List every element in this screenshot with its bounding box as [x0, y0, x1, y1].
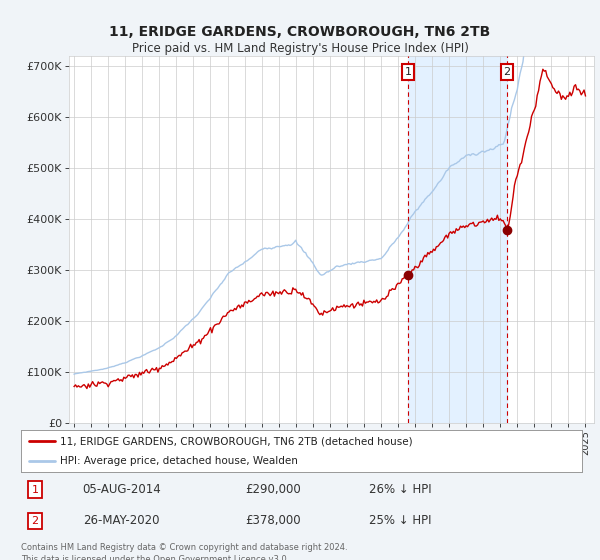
Text: 2: 2	[503, 67, 511, 77]
Text: 26-MAY-2020: 26-MAY-2020	[83, 515, 159, 528]
Text: Contains HM Land Registry data © Crown copyright and database right 2024.
This d: Contains HM Land Registry data © Crown c…	[21, 543, 347, 560]
Text: 25% ↓ HPI: 25% ↓ HPI	[369, 515, 431, 528]
Text: £290,000: £290,000	[245, 483, 301, 496]
Text: £378,000: £378,000	[245, 515, 301, 528]
Text: 26% ↓ HPI: 26% ↓ HPI	[369, 483, 431, 496]
Text: 2: 2	[31, 516, 38, 526]
Bar	[408, 56, 507, 423]
Text: 1: 1	[32, 484, 38, 494]
Text: HPI: Average price, detached house, Wealden: HPI: Average price, detached house, Weal…	[60, 456, 298, 466]
Text: 11, ERIDGE GARDENS, CROWBOROUGH, TN6 2TB: 11, ERIDGE GARDENS, CROWBOROUGH, TN6 2TB	[109, 25, 491, 39]
Text: 1: 1	[404, 67, 412, 77]
Text: 05-AUG-2014: 05-AUG-2014	[83, 483, 161, 496]
Text: Price paid vs. HM Land Registry's House Price Index (HPI): Price paid vs. HM Land Registry's House …	[131, 42, 469, 55]
Text: 11, ERIDGE GARDENS, CROWBOROUGH, TN6 2TB (detached house): 11, ERIDGE GARDENS, CROWBOROUGH, TN6 2TB…	[60, 436, 413, 446]
